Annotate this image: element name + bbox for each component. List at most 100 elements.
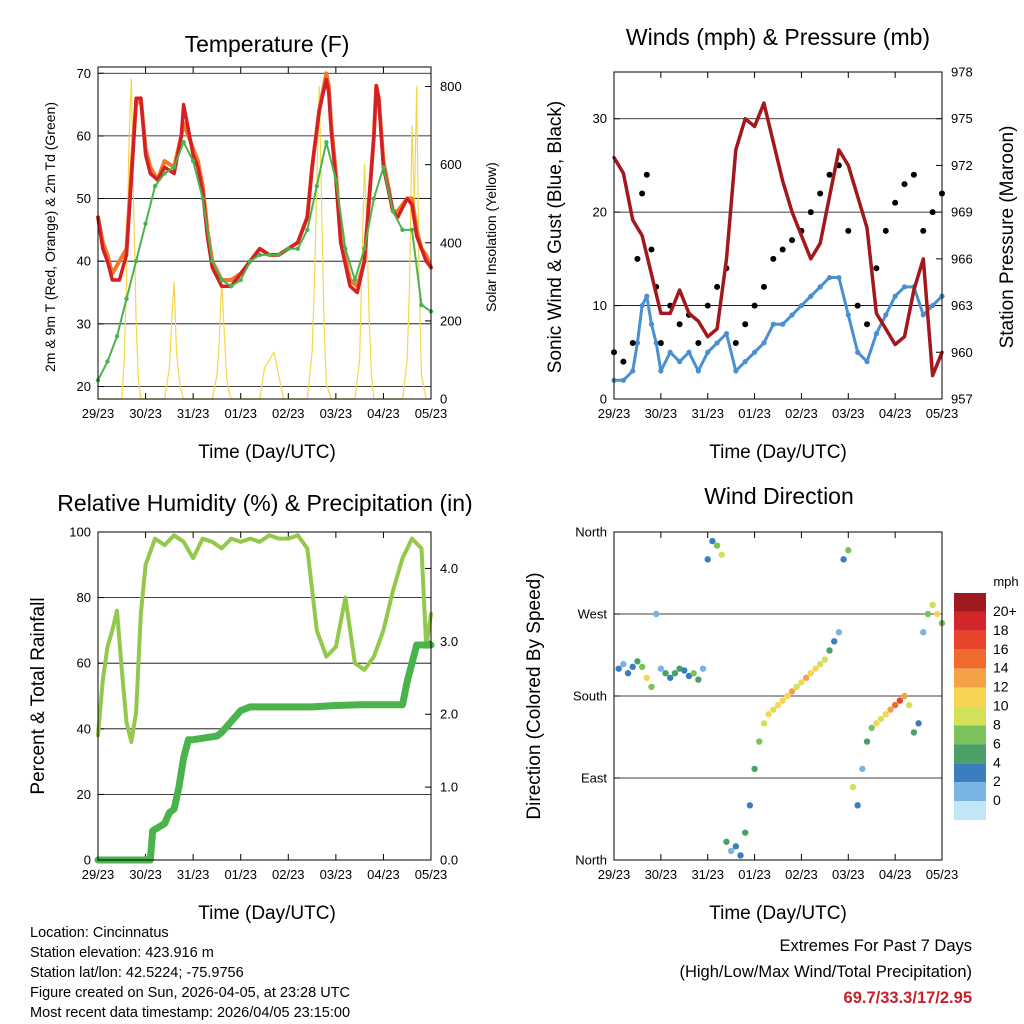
direction-point bbox=[807, 670, 814, 677]
direction-point bbox=[756, 738, 763, 745]
direction-point bbox=[784, 692, 791, 700]
rh-xtick-label: 01/23 bbox=[224, 867, 257, 882]
direction-point bbox=[695, 676, 702, 683]
dewpoint-point bbox=[124, 296, 129, 301]
direction-point bbox=[868, 724, 875, 732]
dewpoint-point bbox=[248, 258, 253, 264]
dewpoint-point bbox=[295, 246, 300, 251]
wdir-ytick-label: North bbox=[575, 853, 607, 868]
temp-xtick-label: 03/23 bbox=[320, 406, 353, 421]
station-elevation: Station elevation: 423.916 m bbox=[30, 945, 214, 961]
colorbar-swatch bbox=[954, 782, 986, 802]
direction-point bbox=[793, 683, 800, 691]
direction-point bbox=[657, 665, 665, 672]
direction-point bbox=[779, 697, 786, 704]
temp-ytick-right-label: 800 bbox=[440, 79, 462, 94]
wind-point bbox=[836, 274, 842, 281]
rh-ylabel: Percent & Total Rainfall bbox=[28, 597, 49, 794]
wind-point bbox=[653, 340, 659, 346]
direction-point bbox=[882, 711, 889, 718]
direction-point bbox=[896, 697, 904, 704]
gust-point bbox=[845, 227, 852, 234]
direction-point bbox=[709, 537, 716, 545]
temp-title: Temperature (F) bbox=[185, 31, 350, 57]
rh-frame bbox=[97, 531, 432, 861]
gust-point bbox=[770, 255, 777, 262]
wind-point bbox=[667, 349, 673, 355]
wdir-ylabel: Direction (Colored By Speed) bbox=[524, 572, 545, 819]
rh-xtick-label: 30/23 bbox=[129, 867, 162, 882]
rh-xtick-label: 02/23 bbox=[272, 867, 305, 882]
colorbar-label: 2 bbox=[993, 773, 1001, 789]
rh-xtick-label: 31/23 bbox=[177, 867, 210, 882]
gust-point bbox=[807, 209, 814, 216]
wind-point bbox=[677, 359, 683, 365]
gust-point bbox=[714, 283, 721, 290]
recent-timestamp: Most recent data timestamp: 2026/04/05 2… bbox=[30, 1005, 351, 1021]
direction-point bbox=[643, 674, 650, 681]
rh-ytick-label: 100 bbox=[69, 525, 91, 540]
colorbar-label: 8 bbox=[993, 716, 1001, 732]
gust-point bbox=[639, 190, 646, 197]
direction-point bbox=[648, 683, 655, 691]
gust-point bbox=[643, 171, 650, 178]
direction-point bbox=[774, 701, 782, 709]
gust-point bbox=[695, 339, 702, 346]
temp-xtick-label: 05/23 bbox=[415, 406, 448, 421]
wind-xtick-label: 31/23 bbox=[691, 406, 724, 421]
wind-ytick-right-label: 972 bbox=[951, 158, 973, 173]
direction-point bbox=[671, 670, 679, 677]
wind-point bbox=[620, 377, 626, 383]
rh-ytick-right-label: 1.0 bbox=[440, 780, 458, 795]
wind-point bbox=[864, 359, 870, 365]
direction-point bbox=[699, 665, 707, 672]
speed-colorbar: 20+ 18 16 14 12 10 8 6 4 2 0 bbox=[954, 593, 1017, 820]
rh-ytick-right-label: 3.0 bbox=[440, 634, 458, 649]
colorbar-title: mph bbox=[993, 574, 1018, 589]
wind-ytick-right-label: 978 bbox=[951, 65, 973, 80]
colorbar-label: 18 bbox=[993, 622, 1009, 638]
rh-xtick-label: 03/23 bbox=[320, 867, 353, 882]
direction-point bbox=[934, 610, 941, 618]
colorbar-label: 4 bbox=[993, 754, 1001, 770]
dewpoint-point bbox=[409, 227, 415, 233]
wind-plot: 0 10 20 30 957 960 963 966 969 972 975 978 29/23 30/2… bbox=[593, 65, 973, 422]
rh-ytick-label: 0 bbox=[84, 853, 91, 868]
wind-point bbox=[930, 302, 936, 309]
direction-point bbox=[629, 663, 636, 671]
rh-ytick-label: 40 bbox=[77, 721, 91, 736]
temp-xlabel: Time (Day/UTC) bbox=[198, 442, 336, 463]
temp-ytick-right-label: 200 bbox=[440, 313, 462, 328]
dewpoint-point bbox=[143, 221, 148, 226]
gust-point bbox=[732, 339, 739, 346]
wind-xlabel: Time (Day/UTC) bbox=[709, 442, 847, 463]
wind-line bbox=[612, 276, 944, 382]
wind-point bbox=[873, 331, 880, 337]
direction-point bbox=[638, 663, 646, 671]
gust-point bbox=[751, 302, 758, 309]
wind-point bbox=[634, 340, 641, 346]
wdir-frame bbox=[613, 531, 943, 861]
colorbar-label: 14 bbox=[993, 660, 1009, 676]
wind-ytick-right-label: 960 bbox=[951, 345, 973, 360]
temp-2m-line bbox=[96, 77, 433, 295]
direction-point bbox=[742, 829, 749, 836]
gust-point bbox=[882, 227, 889, 234]
direction-point bbox=[620, 660, 627, 668]
dewpoint-point bbox=[352, 277, 358, 283]
direction-point bbox=[840, 556, 847, 563]
gust-point bbox=[864, 321, 871, 328]
direction-point bbox=[662, 670, 669, 677]
rh-ytick-label: 20 bbox=[77, 787, 91, 802]
wind-point bbox=[723, 331, 730, 337]
dewpoint-point bbox=[267, 252, 272, 258]
wdir-xlabel: Time (Day/UTC) bbox=[709, 903, 847, 924]
wind-point bbox=[639, 302, 645, 309]
wind-xtick-label: 02/23 bbox=[785, 406, 818, 421]
extremes-title: Extremes For Past 7 Days bbox=[779, 937, 972, 955]
dewpoint-point bbox=[400, 227, 405, 233]
wind-ytick-right-label: 963 bbox=[951, 298, 973, 313]
direction-point bbox=[667, 674, 674, 681]
extremes-box: Extremes For Past 7 Days (High/Low/Max W… bbox=[679, 933, 972, 1011]
colorbar-label: 0 bbox=[993, 792, 1001, 808]
